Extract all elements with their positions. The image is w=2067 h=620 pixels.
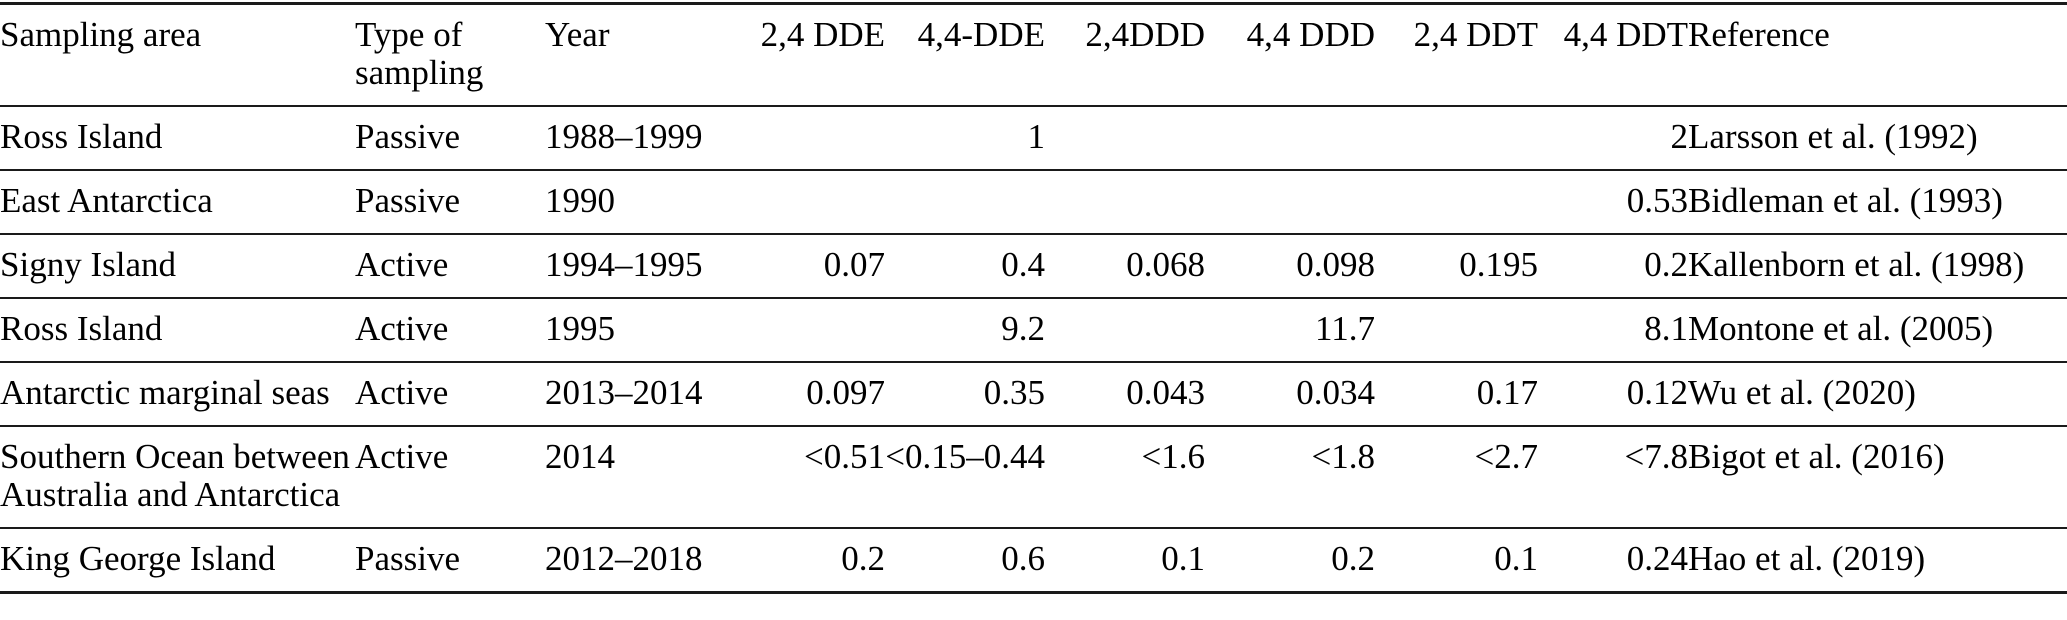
table-cell: 0.17 <box>1476 373 1538 412</box>
table-cell: 0.068 <box>1126 245 1205 284</box>
table-cell: Active <box>355 437 449 476</box>
table-cell: 0.098 <box>1296 245 1375 284</box>
table-cell: 1988–1999 <box>545 117 703 156</box>
table-cell: 0.1 <box>1494 539 1538 578</box>
column-header-9: Reference <box>1688 15 1830 54</box>
column-header-2: Year <box>545 15 610 54</box>
table-cell: 9.2 <box>1001 309 1045 348</box>
table-row: Ross Island Passive 1988–1999 1 2 Larsson et … <box>0 106 2067 170</box>
table-cell: Active <box>355 373 449 412</box>
table-row: Ross Island Active 1995 9.2 11.7 8.1 Montone e… <box>0 298 2067 362</box>
table-row: King George Island Passive 2012–2018 0.2 0.6… <box>0 528 2067 593</box>
table-cell <box>1045 106 1205 170</box>
table-cell: 0.35 <box>983 373 1045 412</box>
table-cell: 1990 <box>545 181 615 220</box>
table-cell <box>1375 106 1538 170</box>
column-header-0: Sampling area <box>0 15 202 54</box>
table-row: Antarctic marginal seas Active 2013–2014 0.… <box>0 362 2067 426</box>
column-header-7: 2,4 DDT <box>1413 15 1538 54</box>
table-cell: <7.8 <box>1624 437 1689 476</box>
table-row: Signy Island Active 1994–1995 0.07 0.4 0.068 0… <box>0 234 2067 298</box>
table-cell <box>1205 170 1375 234</box>
table-cell <box>735 106 885 170</box>
table-cell: 2 <box>1670 117 1689 156</box>
table-cell: Montone et al. (2005) <box>1688 309 1994 348</box>
table-cell: 0.195 <box>1459 245 1538 284</box>
table-cell: 0.2 <box>1644 245 1688 284</box>
table-cell: 1995 <box>545 309 615 348</box>
table-cell: 11.7 <box>1315 309 1375 348</box>
table-cell: 0.53 <box>1626 181 1688 220</box>
table-cell: <2.7 <box>1474 437 1539 476</box>
table-cell: 2012–2018 <box>545 539 703 578</box>
table-cell: 8.1 <box>1644 309 1688 348</box>
table-cell: 0.6 <box>1001 539 1045 578</box>
table-cell: 0.4 <box>1001 245 1045 284</box>
table-cell: <0.15–0.44 <box>885 437 1045 476</box>
table-cell <box>885 170 1045 234</box>
table-header-row: Sampling area Type of sampling Year 2,4 DDE… <box>0 4 2067 106</box>
column-header-5: 2,4DDD <box>1085 15 1205 54</box>
table-cell: Kallenborn et al. (1998) <box>1688 245 2025 284</box>
table-cell: 0.12 <box>1626 373 1688 412</box>
table-header: Sampling area Type of sampling Year 2,4 DDE… <box>0 4 2067 106</box>
table-cell <box>1375 170 1538 234</box>
table-cell: Signy Island <box>0 245 176 284</box>
column-header-1: Type of sampling <box>355 15 484 92</box>
table-cell: Active <box>355 245 449 284</box>
table-cell <box>735 298 885 362</box>
column-header-6: 4,4 DDD <box>1246 15 1375 54</box>
table-cell <box>1375 298 1538 362</box>
table-cell: 0.24 <box>1626 539 1688 578</box>
table-cell: 0.2 <box>841 539 885 578</box>
table-row: East Antarctica Passive 1990 0.53 Bidleman e… <box>0 170 2067 234</box>
table-cell: 1 <box>1027 117 1046 156</box>
table-cell: 0.1 <box>1161 539 1205 578</box>
table-cell: Ross Island <box>0 309 163 348</box>
table-cell: 1994–1995 <box>545 245 703 284</box>
table-cell: <1.8 <box>1311 437 1376 476</box>
table-cell: King George Island <box>0 539 276 578</box>
table-cell <box>1045 298 1205 362</box>
table-cell: 2013–2014 <box>545 373 703 412</box>
table-cell: Antarctic marginal seas <box>0 373 330 412</box>
table-cell: Bidleman et al. (1993) <box>1688 181 2003 220</box>
table-cell: Active <box>355 309 449 348</box>
table-cell: East Antarctica <box>0 181 213 220</box>
table-cell: Bigot et al. (2016) <box>1688 437 1945 476</box>
table-cell: 2014 <box>545 437 615 476</box>
table-cell: Passive <box>355 539 460 578</box>
table-row: Southern Ocean between Australia and Ant… <box>0 426 2067 528</box>
table-cell: 0.043 <box>1126 373 1205 412</box>
table-cell: Ross Island <box>0 117 163 156</box>
ddt-concentrations-table: Sampling area Type of sampling Year 2,4 DDE… <box>0 2 2067 594</box>
table-cell: 0.07 <box>823 245 885 284</box>
table-cell: 0.097 <box>806 373 885 412</box>
table-cell: <1.6 <box>1141 437 1206 476</box>
table-cell: Passive <box>355 117 460 156</box>
table-cell: Hao et al. (2019) <box>1688 539 1926 578</box>
table-cell: 0.034 <box>1296 373 1375 412</box>
table-cell <box>1205 106 1375 170</box>
table-cell <box>1045 170 1205 234</box>
table-cell <box>735 170 885 234</box>
table-cell: Wu et al. (2020) <box>1688 373 1916 412</box>
column-header-3: 2,4 DDE <box>760 15 885 54</box>
column-header-4: 4,4-DDE <box>917 15 1045 54</box>
table-body: Ross Island Passive 1988–1999 1 2 Larsson et … <box>0 106 2067 593</box>
table-cell: Passive <box>355 181 460 220</box>
column-header-8: 4,4 DDT <box>1563 15 1688 54</box>
table-cell: Southern Ocean between Australia and Ant… <box>0 437 350 514</box>
table-cell: 0.2 <box>1331 539 1375 578</box>
table-cell: <0.51 <box>804 437 885 476</box>
table-cell: Larsson et al. (1992) <box>1688 117 1978 156</box>
